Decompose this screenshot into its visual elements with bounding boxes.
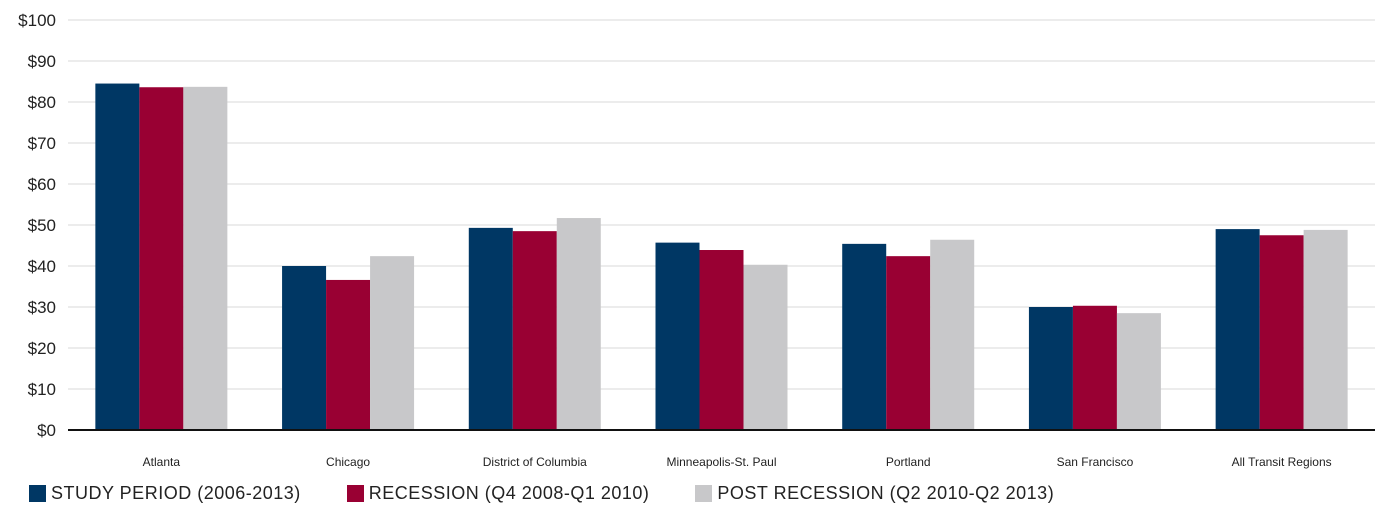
- bar-chart-svg: $0 $10 $20 $30 $40 $50 $60 $70 $80 $90 $100 Atlant…: [18, 11, 1375, 469]
- x-category-label: Minneapolis-St. Paul: [666, 455, 776, 469]
- x-category-label: District of Columbia: [483, 455, 587, 469]
- legend-item-study-period: STUDY PERIOD (2006-2013): [29, 483, 301, 504]
- x-category-label: All Transit Regions: [1232, 455, 1332, 469]
- legend-label: POST RECESSION (Q2 2010-Q2 2013): [717, 482, 1055, 503]
- x-axis-category-labels: Atlanta Chicago District of Columbia Minnea…: [143, 455, 1332, 469]
- bar: [699, 250, 744, 430]
- bar: [512, 231, 557, 430]
- bar: [326, 279, 371, 430]
- bar: [95, 83, 140, 431]
- bar: [743, 264, 788, 430]
- bar: [1215, 229, 1260, 430]
- bar: [468, 227, 513, 430]
- bar: [655, 242, 700, 430]
- bar: [1259, 235, 1304, 430]
- y-tick-label: $30: [28, 298, 56, 317]
- legend-label: RECESSION (Q4 2008-Q1 2010): [368, 482, 650, 503]
- bar: [370, 256, 415, 430]
- bar: [282, 266, 327, 430]
- bar: [842, 243, 887, 430]
- bar: [1028, 307, 1073, 430]
- bar: [886, 256, 931, 430]
- bar: [930, 239, 975, 430]
- bar: [556, 218, 601, 430]
- y-tick-label: $100: [18, 11, 56, 30]
- bar: [1072, 305, 1117, 430]
- y-axis-tick-labels: $0 $10 $20 $30 $40 $50 $60 $70 $80 $90 $100: [18, 11, 56, 440]
- y-tick-label: $0: [37, 421, 56, 440]
- y-tick-label: $80: [28, 93, 56, 112]
- legend-item-recession: RECESSION (Q4 2008-Q1 2010): [346, 482, 650, 504]
- legend-item-post-recession: POST RECESSION (Q2 2010-Q2 2013): [695, 483, 1054, 504]
- legend-swatch: [695, 484, 713, 502]
- x-category-label: San Francisco: [1057, 455, 1134, 469]
- bar: [1116, 313, 1161, 430]
- bar: [1303, 229, 1348, 430]
- y-tick-label: $50: [28, 216, 56, 235]
- y-tick-label: $10: [28, 380, 56, 399]
- x-category-label: Atlanta: [143, 455, 181, 469]
- y-tick-label: $70: [28, 134, 56, 153]
- y-tick-label: $40: [28, 257, 56, 276]
- legend: STUDY PERIOD (2006-2013) RECESSION (Q4 2…: [29, 481, 1100, 505]
- legend-swatch: [346, 484, 364, 502]
- bar: [139, 87, 184, 431]
- legend-swatch: [29, 484, 46, 502]
- legend-label: STUDY PERIOD (2006-2013): [51, 482, 301, 503]
- x-category-label: Chicago: [326, 455, 370, 469]
- y-tick-label: $20: [28, 339, 56, 358]
- x-category-label: Portland: [886, 455, 931, 469]
- bar: [183, 86, 228, 430]
- y-tick-label: $60: [28, 175, 56, 194]
- y-tick-label: $90: [28, 52, 56, 71]
- bars: [95, 83, 1348, 431]
